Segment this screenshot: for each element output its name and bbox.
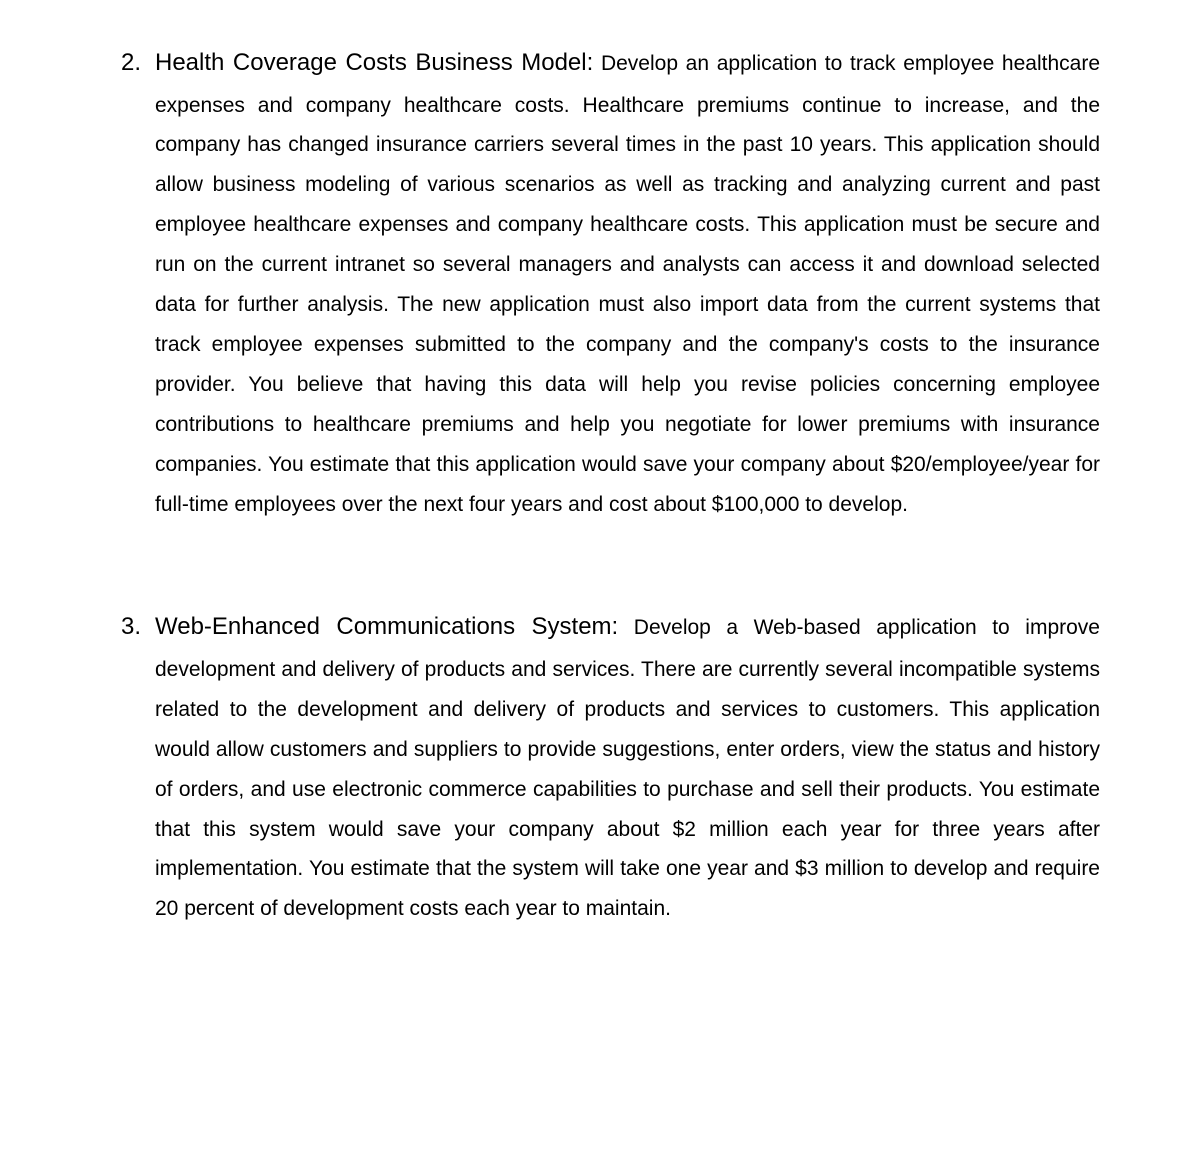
numbered-list: 2. Health Coverage Costs Business Model:…: [100, 40, 1100, 929]
list-item: 3. Web-Enhanced Communications System: D…: [100, 604, 1100, 929]
list-item-title: Web-Enhanced Communications System:: [155, 613, 618, 640]
list-item-content: Health Coverage Costs Business Model: De…: [155, 40, 1100, 524]
list-item-body: Develop a Web-based application to impro…: [155, 616, 1100, 920]
list-item: 2. Health Coverage Costs Business Model:…: [100, 40, 1100, 524]
list-item-number: 3.: [100, 604, 155, 929]
list-item-number: 2.: [100, 40, 155, 524]
list-item-content: Web-Enhanced Communications System: Deve…: [155, 604, 1100, 929]
list-item-title: Health Coverage Costs Business Model:: [155, 49, 593, 76]
list-item-body: Develop an application to track employee…: [155, 52, 1100, 516]
